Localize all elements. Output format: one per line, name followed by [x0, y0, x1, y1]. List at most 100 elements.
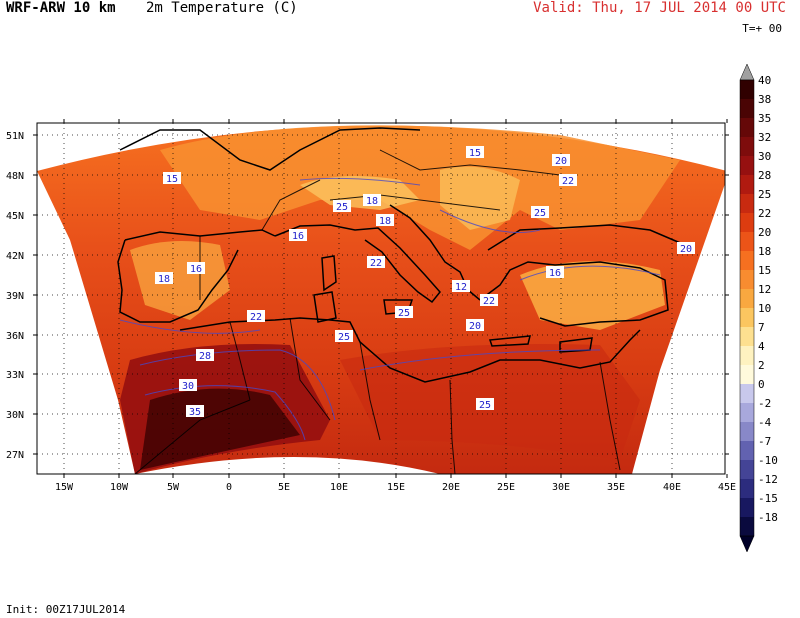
cool-zone-anatolia	[520, 261, 665, 330]
contour-label-text: 20	[680, 244, 692, 255]
colorbar-swatch	[740, 270, 754, 290]
contour-label-box	[187, 262, 205, 274]
lon-label: 15E	[387, 482, 405, 493]
contour-label-box	[179, 379, 197, 391]
borders	[134, 149, 621, 474]
lat-label: 51N	[6, 131, 24, 142]
plot-frame	[36, 122, 726, 475]
field-title: 2m Temperature (C)	[146, 0, 298, 16]
colorbar-label: 4	[758, 340, 765, 353]
colorbar-label: 18	[758, 245, 771, 258]
contour-label-box	[466, 319, 484, 331]
valid-time: Valid: Thu, 17 JUL 2014 00 UTC	[533, 0, 786, 16]
contour-labels: 1515202218161625181825202216122220252225…	[155, 146, 695, 418]
contour-label: 16	[187, 262, 205, 275]
contour-label: 22	[247, 310, 265, 323]
colorbar-label: 15	[758, 264, 771, 277]
colorbar-label: -2	[758, 397, 771, 410]
contour-label: 22	[559, 174, 577, 187]
colorbar-swatch	[740, 479, 754, 499]
colorbar-swatch	[740, 213, 754, 233]
contour-label: 16	[289, 229, 307, 242]
contour-label-box	[466, 146, 484, 158]
forecast-hour: T=+ 00	[742, 22, 782, 35]
contour-label: 15	[466, 146, 484, 159]
colorbar-label: 22	[758, 207, 771, 220]
contour-label-text: 25	[534, 208, 546, 219]
colorbar-swatch	[740, 327, 754, 347]
contour-label-text: 28	[199, 351, 211, 362]
lon-label: 10W	[110, 482, 129, 493]
contour-label-text: 25	[479, 400, 491, 411]
lat-label: 36N	[6, 331, 24, 342]
contour-label: 18	[155, 272, 173, 285]
colorbar-swatch	[740, 346, 754, 366]
contour-label-text: 18	[366, 196, 378, 207]
contour-label-box	[376, 214, 394, 226]
colorbar-swatch	[740, 194, 754, 214]
colorbar-label: -4	[758, 416, 772, 429]
colorbar-label: -18	[758, 511, 778, 524]
colorbar-swatch	[740, 517, 754, 537]
contour-label-box	[333, 200, 351, 212]
colorbar-label: -7	[758, 435, 771, 448]
lat-label: 42N	[6, 251, 24, 262]
colorbar-label: 7	[758, 321, 765, 334]
colorbar-label: 10	[758, 302, 771, 315]
contour-label-box	[559, 174, 577, 186]
colorbar-label: 20	[758, 226, 771, 239]
colorbar-swatch	[740, 118, 754, 138]
lon-label: 10E	[330, 482, 348, 493]
lon-label: 30E	[552, 482, 570, 493]
colorbar-label: 35	[758, 112, 771, 125]
colorbar-swatch	[740, 460, 754, 480]
contour-label-box	[531, 206, 549, 218]
colorbar-swatch	[740, 99, 754, 119]
contour-label: 20	[466, 319, 484, 332]
colorbar-label: 0	[758, 378, 765, 391]
colorbar-swatch	[740, 137, 754, 157]
colorbar-swatch	[740, 422, 754, 442]
contour-label-box	[476, 398, 494, 410]
contour-label-text: 25	[398, 308, 410, 319]
contour-label: 15	[163, 172, 181, 185]
contour-label-text: 15	[469, 148, 481, 159]
contour-label: 22	[367, 256, 385, 269]
latitude-labels: 51N 48N 45N 42N 39N 36N 33N 30N 27N	[6, 131, 24, 461]
colorbar-label: 2	[758, 359, 765, 372]
contour-label: 25	[335, 330, 353, 343]
colorbar-border	[739, 79, 755, 537]
contour-label-box	[163, 172, 181, 184]
contour-label-box	[480, 294, 498, 306]
contour-label-box	[186, 405, 204, 417]
isotherms	[119, 177, 661, 441]
contour-label-box	[452, 280, 470, 292]
contour-label: 20	[552, 154, 570, 167]
coastlines	[117, 127, 686, 383]
lat-label: 30N	[6, 410, 24, 421]
contour-label-text: 25	[336, 202, 348, 213]
contour-label: 16	[546, 266, 564, 279]
colorbar: 403835323028252220181512107420-2-4-7-10-…	[739, 63, 778, 553]
lon-label: 40E	[663, 482, 681, 493]
contour-label: 25	[395, 306, 413, 319]
colorbar-arrow-bottom	[739, 535, 755, 553]
lat-label: 45N	[6, 211, 24, 222]
contour-label-text: 35	[189, 407, 201, 418]
lat-label: 27N	[6, 450, 24, 461]
lat-label: 48N	[6, 171, 24, 182]
contour-label: 25	[476, 398, 494, 411]
contour-label-text: 18	[379, 216, 391, 227]
contour-label-text: 20	[469, 321, 481, 332]
lon-label: 45E	[718, 482, 736, 493]
contour-label-box	[677, 242, 695, 254]
contour-label: 12	[452, 280, 470, 293]
colorbar-swatch	[740, 289, 754, 309]
lon-label: 15W	[55, 482, 74, 493]
contour-label-box	[552, 154, 570, 166]
colorbar-swatch	[740, 441, 754, 461]
contour-label-text: 12	[455, 282, 467, 293]
contour-label: 25	[531, 206, 549, 219]
lon-label: 20E	[442, 482, 460, 493]
contour-label-box	[363, 194, 381, 206]
